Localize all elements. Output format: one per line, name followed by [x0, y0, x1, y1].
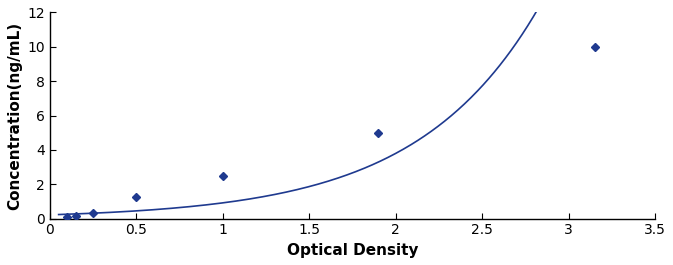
Y-axis label: Concentration(ng/mL): Concentration(ng/mL)	[7, 21, 22, 210]
X-axis label: Optical Density: Optical Density	[287, 243, 419, 258]
